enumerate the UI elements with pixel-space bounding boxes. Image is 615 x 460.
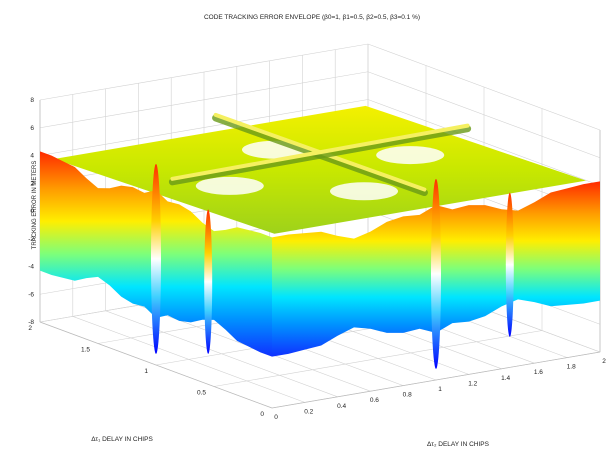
z-tick-label: 0: [30, 208, 34, 215]
surface-ridge: [170, 123, 470, 181]
tick-labels: -8 -6 -4 -2 0 2 4 6 8 0 0.2 0.4 0.6 0.8 1 1.2 1.4 1.6 1.8 2…: [28, 97, 606, 421]
x-tick-label: 1: [438, 386, 442, 393]
surface-ridge: [168, 125, 472, 186]
surface-spike: [204, 209, 213, 354]
y-tick-label: 1: [144, 368, 148, 375]
surface-spike: [151, 163, 161, 354]
x-tick-label: 0.8: [403, 392, 412, 399]
y-tick-label: 2: [28, 325, 32, 332]
z-tick-label: -6: [28, 291, 34, 298]
surface-spike: [505, 192, 514, 337]
y-tick-label: 0: [260, 411, 264, 418]
x-tick-label: 1.8: [567, 364, 576, 371]
x-tick-label: 0.6: [370, 397, 379, 404]
surface-mesh: [40, 105, 600, 369]
x-tick-label: 1.6: [534, 369, 543, 376]
surface-recess: [376, 146, 445, 165]
z-tick-label: 6: [30, 125, 34, 132]
z-tick-label: -4: [28, 264, 34, 271]
x-tick-label: 0.4: [337, 403, 346, 410]
x-tick-label: 1.4: [501, 375, 510, 382]
z-tick-label: 2: [30, 180, 34, 187]
y-axis-label: Δτ₁ DELAY IN CHIPS: [91, 436, 153, 443]
axis-edge: [39, 321, 273, 409]
y-tick-label: 1.5: [81, 347, 90, 354]
z-tick-label: 4: [30, 153, 34, 160]
z-tick-label: -8: [28, 319, 34, 326]
z-tick-label: 8: [30, 97, 34, 104]
chart-title: CODE TRACKING ERROR ENVELOPE (β0=1, β1=0…: [204, 14, 420, 21]
z-axis-label: TRACKING ERROR IN METERS: [32, 161, 38, 250]
axis-edge: [271, 351, 601, 409]
surface-spike: [431, 178, 441, 369]
surface-top: [54, 105, 586, 234]
x-tick-label: 0: [274, 414, 278, 421]
surface-recess: [330, 182, 398, 201]
z-tick-label: -2: [28, 236, 34, 243]
surface-recess: [195, 176, 264, 195]
x-tick-label: 0.2: [304, 408, 313, 415]
x-tick-label: 2: [602, 358, 606, 365]
y-tick-label: 0.5: [197, 390, 206, 397]
x-tick-label: 1.2: [468, 380, 477, 387]
x-axis-label: Δτ₂ DELAY IN CHIPS: [427, 441, 490, 448]
